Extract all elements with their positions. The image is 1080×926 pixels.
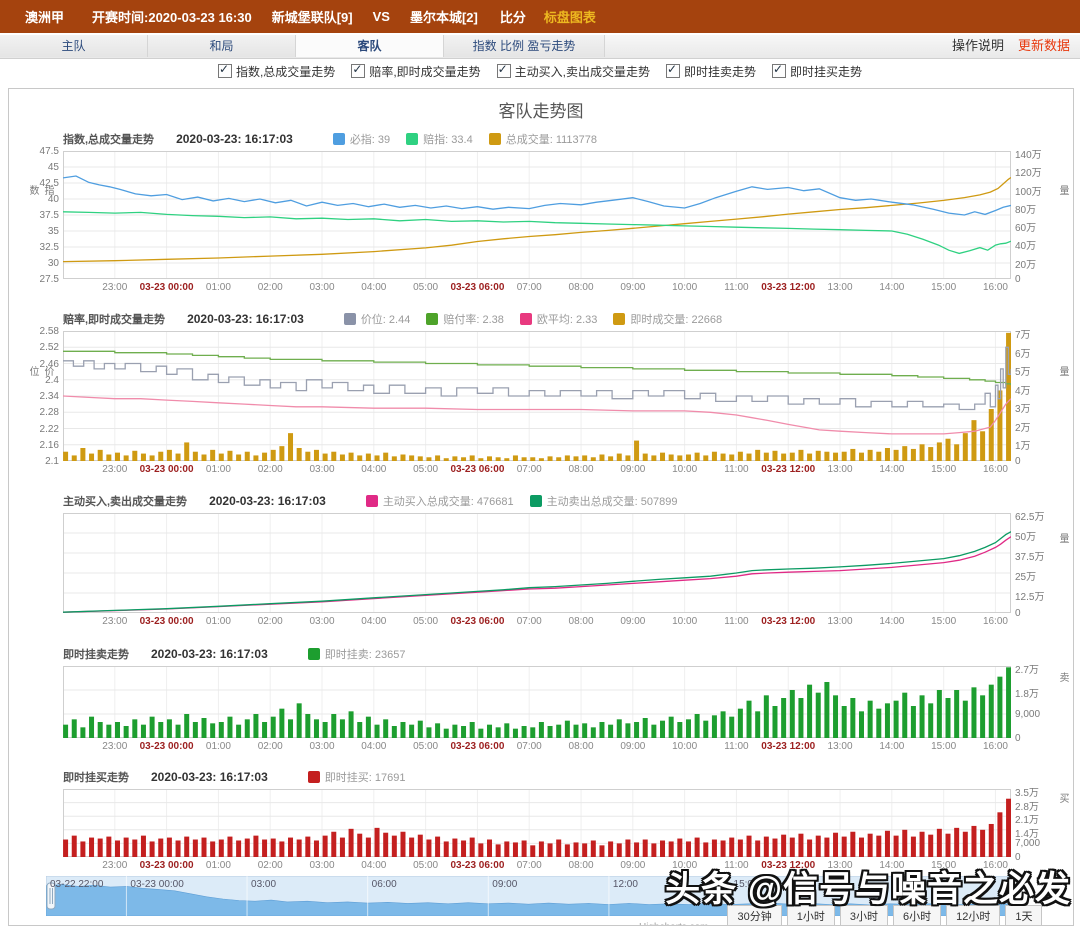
chart-legend: 必指: 39 赔指: 33.4 总成交量: 1113778 <box>333 131 597 147</box>
y-ticks-left <box>13 789 59 857</box>
help-link[interactable]: 操作说明 <box>952 38 1004 53</box>
y-ticks-left <box>13 666 59 738</box>
page-title: 客队走势图 <box>9 97 1073 122</box>
toggle-odds-volume[interactable]: 赔率,即时成交量走势 <box>351 63 480 80</box>
chart-title: 主动买入,卖出成交量走势 <box>63 493 187 509</box>
legend-item[interactable]: 赔指: 33.4 <box>406 131 473 147</box>
legend-swatch-icon <box>333 133 345 145</box>
chart-title: 即时挂卖走势 <box>63 646 129 662</box>
chart-timestamp: 2020-03-23: 16:17:03 <box>176 132 293 146</box>
plot-area <box>63 789 1011 857</box>
legend-swatch-icon <box>406 133 418 145</box>
chart-title: 指数,总成交量走势 <box>63 131 154 147</box>
legend-swatch-icon <box>344 313 356 325</box>
toggle-ask[interactable]: 即时挂卖走势 <box>666 63 756 80</box>
toggle-buy-sell[interactable]: 主动买入,卖出成交量走势 <box>497 63 650 80</box>
toggle-index-volume[interactable]: 指数,总成交量走势 <box>218 63 335 80</box>
legend-item[interactable]: 价位: 2.44 <box>344 311 411 327</box>
checkbox-checked-icon[interactable] <box>666 64 680 78</box>
score-link[interactable]: 比分 <box>500 7 526 26</box>
legend-item[interactable]: 即时挂卖: 23657 <box>308 646 406 662</box>
chart-nav-link-active[interactable]: 标盘图表 <box>544 7 596 26</box>
chart-legend: 即时挂买: 17691 <box>308 769 406 785</box>
checkbox-checked-icon[interactable] <box>497 64 511 78</box>
toggle-bid[interactable]: 即时挂买走势 <box>772 63 862 80</box>
legend-item[interactable]: 必指: 39 <box>333 131 390 147</box>
plot-area <box>63 666 1011 738</box>
chart-timestamp: 2020-03-23: 16:17:03 <box>187 312 304 326</box>
tab-bar: 主队 和局 客队 指数 比例 盈亏走势 操作说明更新数据 <box>0 35 1080 59</box>
plot-area <box>63 151 1011 279</box>
legend-swatch-icon <box>426 313 438 325</box>
plot-area <box>63 513 1011 613</box>
plot-area <box>63 331 1011 461</box>
chart-legend: 主动买入总成交量: 476681 主动卖出总成交量: 507899 <box>366 493 678 509</box>
home-team: 新城堡联队[9] <box>272 7 353 26</box>
legend-item[interactable]: 即时挂买: 17691 <box>308 769 406 785</box>
tab-draw[interactable]: 和局 <box>148 35 296 57</box>
checkbox-checked-icon[interactable] <box>218 64 232 78</box>
match-start-time: 开赛时间:2020-03-23 16:30 <box>92 7 252 26</box>
checkbox-checked-icon[interactable] <box>772 64 786 78</box>
legend-item[interactable]: 欧平均: 2.33 <box>520 311 598 327</box>
away-team: 墨尔本城[2] <box>410 7 478 26</box>
refresh-data-link[interactable]: 更新数据 <box>1018 38 1070 53</box>
chart-timestamp: 2020-03-23: 16:17:03 <box>151 770 268 784</box>
chart-timestamp: 2020-03-23: 16:17:03 <box>151 647 268 661</box>
chart-panel: 客队走势图 指数,总成交量走势 2020-03-23: 16:17:03 必指:… <box>8 88 1074 926</box>
range-selector-row: Highcharts.com 30分钟1小时3小时6小时12小时1天全部 <box>639 917 1073 926</box>
legend-item[interactable]: 即时成交量: 22668 <box>613 311 722 327</box>
legend-swatch-icon <box>308 771 320 783</box>
legend-swatch-icon <box>489 133 501 145</box>
checkbox-checked-icon[interactable] <box>351 64 365 78</box>
chart-timestamp: 2020-03-23: 16:17:03 <box>209 494 326 508</box>
legend-item[interactable]: 主动买入总成交量: 476681 <box>366 493 514 509</box>
legend-item[interactable]: 总成交量: 1113778 <box>489 131 597 147</box>
chart-legend: 即时挂卖: 23657 <box>308 646 406 662</box>
legend-swatch-icon <box>613 313 625 325</box>
legend-item[interactable]: 赔付率: 2.38 <box>426 311 504 327</box>
tab-away-team[interactable]: 客队 <box>296 35 444 57</box>
chart-legend: 价位: 2.44 赔付率: 2.38 欧平均: 2.33 即时成交量: 22668 <box>344 311 722 327</box>
legend-swatch-icon <box>520 313 532 325</box>
chart-toggles: 指数,总成交量走势 赔率,即时成交量走势 主动买入,卖出成交量走势 即时挂卖走势… <box>0 60 1080 82</box>
legend-item[interactable]: 主动卖出总成交量: 507899 <box>530 493 678 509</box>
legend-swatch-icon <box>530 495 542 507</box>
legend-swatch-icon <box>308 648 320 660</box>
y-ticks-left <box>13 513 59 613</box>
league-name: 澳洲甲 <box>25 7 64 26</box>
tab-home-team[interactable]: 主队 <box>0 35 148 57</box>
legend-swatch-icon <box>366 495 378 507</box>
top-bar: 澳洲甲 开赛时间:2020-03-23 16:30 新城堡联队[9] VS 墨尔… <box>0 0 1080 33</box>
tab-index-ratio[interactable]: 指数 比例 盈亏走势 <box>444 35 605 57</box>
chart-title: 即时挂买走势 <box>63 769 129 785</box>
watermark: 头条 @信号与噪音之必发 <box>665 861 1071 912</box>
chart-title: 赔率,即时成交量走势 <box>63 311 165 327</box>
vs-label: VS <box>373 9 390 24</box>
